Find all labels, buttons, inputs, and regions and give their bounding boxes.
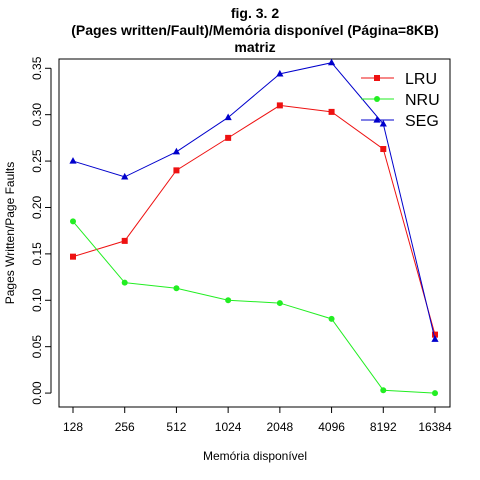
- legend-seg-label: SEG: [405, 113, 439, 130]
- legend: LRU NRU SEG: [361, 71, 440, 130]
- series-lru: [70, 102, 438, 338]
- y-axis-label: Pages Written/Page Faults: [3, 162, 17, 305]
- y-tick-label: 0.05: [30, 335, 44, 359]
- series-seg-point: [69, 157, 77, 164]
- series-nru-point: [276, 300, 283, 307]
- series-seg-point: [431, 335, 439, 342]
- series-seg-point: [379, 119, 387, 127]
- x-axis-label: Memória disponível: [203, 449, 307, 463]
- x-tick-label: 256: [115, 420, 135, 434]
- x-tick-label: 2048: [267, 420, 294, 434]
- legend-lru-label: LRU: [405, 71, 437, 88]
- series-lru-line: [72, 104, 436, 335]
- series-seg-point: [172, 147, 181, 155]
- legend-nru-label: NRU: [405, 92, 440, 109]
- y-tick-label: 0.10: [30, 288, 44, 312]
- series-lru-point: [173, 167, 180, 174]
- series-lru-point: [276, 102, 283, 109]
- x-tick-label: 512: [166, 420, 186, 434]
- y-tick-label: 0.25: [30, 149, 44, 173]
- series-nru-point: [173, 285, 180, 292]
- y-axis: 0.00 0.05 0.10 0.15 0.20 0.25 0.30 0.35: [30, 56, 52, 405]
- x-tick-label: 128: [63, 420, 83, 434]
- y-tick-label: 0.15: [30, 242, 44, 266]
- x-axis: 128 256 512 1024 2048 4096 8192 16384: [63, 406, 452, 434]
- series-seg-point: [327, 58, 336, 66]
- series-nru-point: [121, 279, 128, 286]
- series-lru-point: [225, 134, 232, 141]
- series-seg-line: [72, 62, 436, 340]
- series-nru-line: [72, 221, 436, 394]
- plot-frame: [58, 58, 451, 408]
- y-tick-label: 0.30: [30, 103, 44, 127]
- series-lru-point: [121, 237, 128, 244]
- series-lru-point: [70, 253, 76, 260]
- y-tick-label: 0.35: [30, 56, 44, 80]
- series-lru-point: [328, 108, 335, 115]
- series-nru-point: [380, 387, 387, 394]
- x-tick-label: 1024: [215, 420, 242, 434]
- y-tick-label: 0.20: [30, 195, 44, 219]
- series-seg-point: [224, 113, 232, 121]
- legend-nru-marker: [374, 96, 380, 102]
- x-tick-label: 16384: [418, 420, 452, 434]
- series-nru-point: [70, 218, 76, 225]
- series-lru-point: [380, 146, 387, 153]
- series-seg: [69, 58, 439, 342]
- chart-title-line-1: fig. 3. 2: [231, 5, 279, 21]
- series-lru-point: [432, 331, 438, 338]
- series-nru: [70, 218, 438, 397]
- legend-lru-marker: [374, 75, 380, 81]
- series-layer: [69, 58, 439, 397]
- series-nru-point: [432, 390, 438, 397]
- chart-title-line-3: matriz: [234, 39, 275, 55]
- series-nru-point: [225, 297, 232, 304]
- legend-seg-marker: [373, 116, 381, 123]
- series-nru-point: [328, 315, 335, 322]
- x-tick-label: 8192: [370, 420, 397, 434]
- x-tick-label: 4096: [318, 420, 345, 434]
- series-seg-point: [276, 69, 284, 77]
- chart-title-line-2: (Pages written/Fault)/Memória disponível…: [71, 22, 439, 38]
- series-seg-point: [121, 172, 129, 180]
- y-tick-label: 0.00: [30, 381, 44, 405]
